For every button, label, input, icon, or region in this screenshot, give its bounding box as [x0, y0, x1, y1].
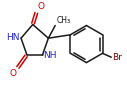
Text: Br: Br: [112, 53, 122, 62]
Text: O: O: [9, 69, 16, 78]
Text: O: O: [38, 2, 45, 11]
Text: NH: NH: [43, 51, 57, 60]
Text: CH₃: CH₃: [56, 15, 70, 25]
Text: HN: HN: [7, 33, 20, 42]
